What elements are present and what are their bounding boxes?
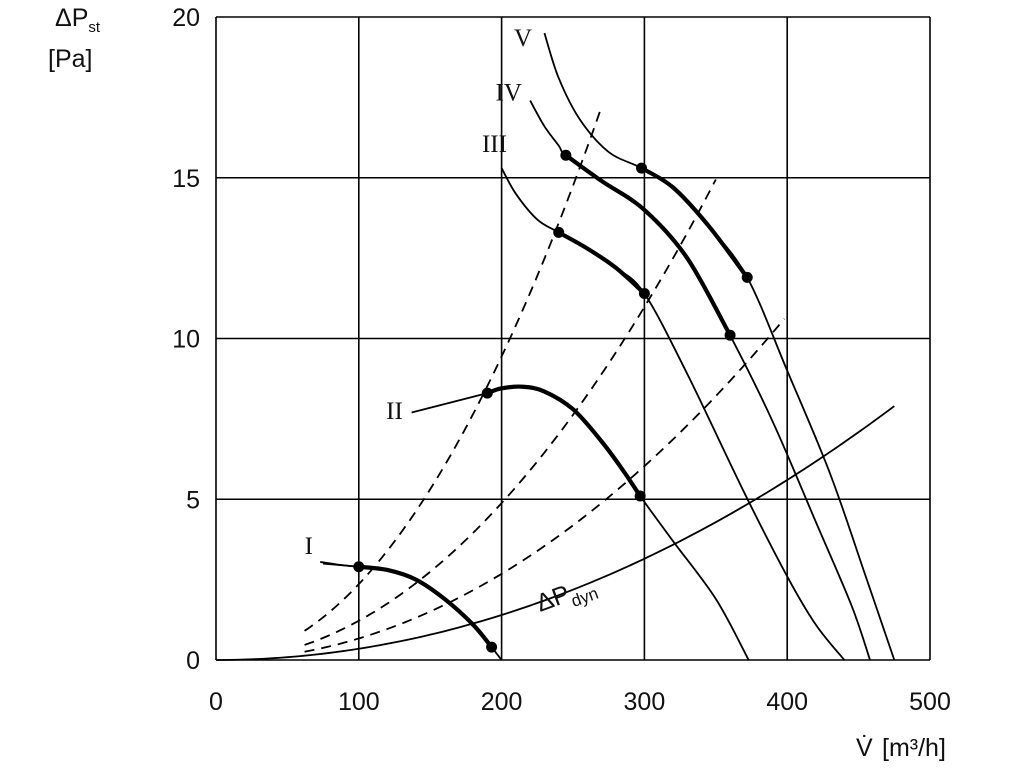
fan-curve-V: [543, 32, 896, 661]
y-axis-title: ΔPst [Pa]: [48, 4, 101, 73]
system-curve-2: [304, 179, 717, 646]
label-leaders: [320, 392, 488, 568]
x-tick-label: 500: [909, 688, 951, 716]
operating-point: [553, 226, 565, 238]
x-tick-label: 200: [481, 688, 523, 716]
x-axis-title: V̇ [m³/h]: [856, 733, 946, 762]
dyn-label-sub: dyn: [569, 584, 601, 611]
tick-labels: 0 100 200 300 400 500 0 5 10 15 20: [172, 4, 951, 716]
operating-point: [486, 641, 498, 653]
operating-point: [638, 287, 650, 299]
system-curve-3: [304, 318, 786, 653]
fan-curve-III-operating: [556, 230, 647, 296]
system-curve-1: [304, 106, 603, 632]
y-tick-label: 15: [172, 165, 200, 193]
y-tick-label: 10: [172, 326, 200, 354]
y-axis-unit: [Pa]: [48, 45, 92, 73]
dynamic-pressure-line: [215, 405, 895, 661]
x-tick-label: 400: [766, 688, 808, 716]
x-axis-symbol: V̇: [856, 733, 873, 762]
fan-curve-II: [487, 385, 750, 661]
curve-label-IV: IV: [496, 80, 522, 107]
x-tick-label: 100: [338, 688, 380, 716]
operating-points: [353, 149, 753, 653]
operating-point: [560, 149, 572, 161]
fan-curve-V-operating: [639, 166, 750, 280]
x-axis-unit: [m³/h]: [882, 734, 946, 762]
fan-curves: [323, 32, 896, 661]
curve-label-III: III: [482, 131, 507, 158]
curve-label-V: V: [514, 25, 532, 52]
operating-point: [741, 271, 753, 283]
operating-point: [724, 329, 736, 341]
system-curves: [304, 106, 786, 653]
curve-label-II: II: [386, 398, 403, 425]
y-tick-label: 20: [172, 4, 200, 32]
fan-curve-I-operating: [356, 564, 494, 650]
grid: [215, 16, 931, 661]
operating-point: [481, 387, 493, 399]
dynamic-pressure-label: ΔPdyn: [532, 571, 600, 623]
curve-label-I: I: [305, 533, 313, 560]
dynamic-pressure-curve: [215, 405, 895, 661]
x-tick-label: 0: [209, 688, 223, 716]
y-tick-label: 0: [186, 647, 200, 675]
svg-text:ΔPdyn: ΔPdyn: [532, 571, 600, 623]
fan-curves-operating-range: [356, 153, 750, 650]
dyn-label-main: ΔP: [532, 580, 573, 618]
y-tick-label: 5: [186, 486, 200, 514]
y-axis-symbol: ΔPst: [55, 4, 101, 36]
operating-point: [634, 490, 646, 502]
operating-point: [636, 162, 648, 174]
operating-point: [353, 561, 365, 573]
x-tick-label: 300: [624, 688, 666, 716]
leader-II: [411, 392, 488, 414]
fan-curve-IV-operating: [563, 153, 733, 338]
fan-curve-II-operating: [485, 384, 643, 499]
